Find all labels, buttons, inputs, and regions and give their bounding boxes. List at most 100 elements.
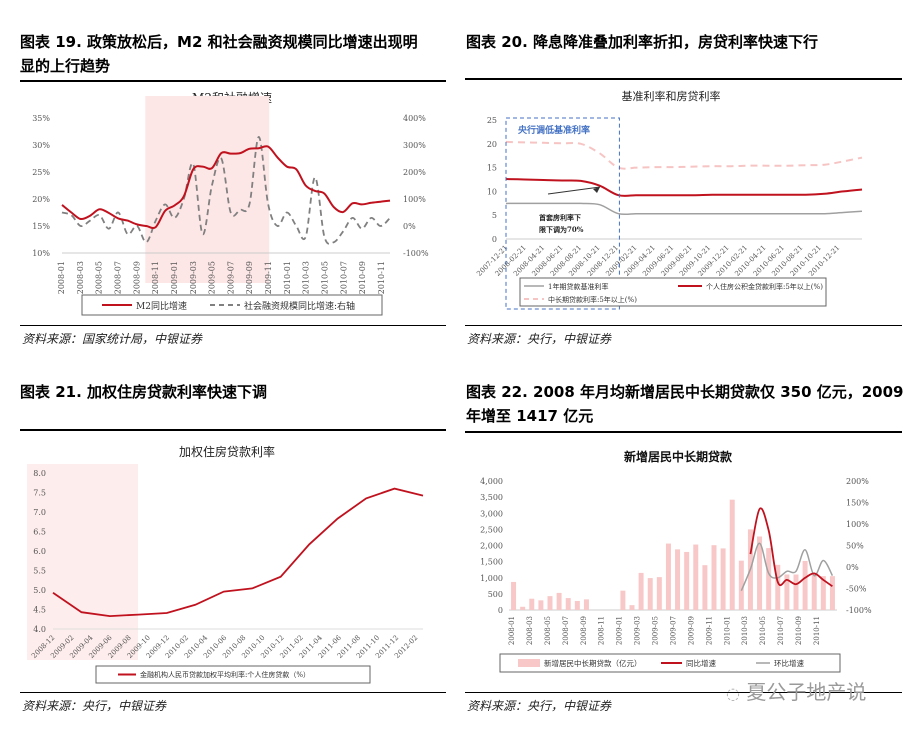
x-tick-label: 2008-07 xyxy=(562,616,570,645)
watermark: ◌ 夏公子地产说 xyxy=(726,676,866,705)
x-tick-label: 2008-11 xyxy=(598,616,606,645)
x-tick-label: 2008-03 xyxy=(76,261,85,294)
x-tick-label: 2008-05 xyxy=(95,261,104,294)
legend-label: 个人住房公积金贷款利率:5年以上(%) xyxy=(706,282,823,291)
figure-20-title-line1: 图表 20. 降息降准叠加利率折扣，房贷利率快速下行 xyxy=(466,33,819,51)
chart-new-household-mlt-loans: 新增居民中长期贷款 4,000 3,500 3,000 2,500 2,000 1,500 1… xyxy=(480,449,872,673)
bar xyxy=(556,592,562,610)
y-tick-label: 50% xyxy=(846,542,864,551)
chart-benchmark-mortgage-rates: 基准利率和房贷利率25201510502007-12-212008-02-212… xyxy=(475,89,863,310)
figure-19-title-line2: 显的上行趋势 xyxy=(20,57,111,75)
watermark-text: 夏公子地产说 xyxy=(746,680,867,704)
figure-22-title-line2: 年增至 1417 亿元 xyxy=(466,407,594,425)
y-tick-label: 2,500 xyxy=(480,525,503,534)
y-tick-label: 20 xyxy=(487,140,497,149)
y-tick-label: 6.0 xyxy=(33,547,46,556)
y-tick-label: 3,000 xyxy=(480,509,503,518)
y-tick-label: 25 xyxy=(487,116,497,125)
series-weighted-mortgage-rate xyxy=(52,487,424,618)
x-tick-label: 2009-03 xyxy=(189,261,198,294)
annotation-rate-cut: 央行调低基准利率 xyxy=(518,124,590,136)
shaded-period xyxy=(145,96,270,283)
figure-22-bottom-rule xyxy=(465,692,902,693)
y-tick-label: 150% xyxy=(846,499,869,508)
legend-swatch-bar xyxy=(518,659,540,667)
y-tick-label: 1,500 xyxy=(480,558,503,567)
y-tick-label: 15% xyxy=(32,222,50,231)
annotation-arrow xyxy=(547,186,601,195)
bar xyxy=(793,574,799,610)
y-tick-label: 4,000 xyxy=(480,477,503,486)
y-tick-label: 6.5 xyxy=(33,528,46,537)
y-tick-label: 300% xyxy=(403,141,426,150)
legend-label: 社会融资规模同比增速:右轴 xyxy=(244,300,355,312)
chart-weighted-mortgage-rate: 加权住房贷款利率8.07.57.06.56.05.55.04.54.02008-… xyxy=(27,444,424,684)
bar xyxy=(775,564,781,610)
y-tick-label: 100% xyxy=(403,195,426,204)
bar xyxy=(547,596,553,610)
figure-22-source: 资料来源：央行，中银证券 xyxy=(467,699,612,713)
bar xyxy=(538,600,544,610)
figure-21-title-line1: 图表 21. 加权住房贷款利率快速下调 xyxy=(20,383,268,401)
x-tick-label: 2009-01 xyxy=(616,616,624,645)
y-tick-label: 5.5 xyxy=(33,567,46,576)
x-tick-label: 2008-09 xyxy=(580,616,588,645)
series-social-financing xyxy=(61,135,391,245)
y-tick-label: 4.0 xyxy=(33,625,46,634)
x-tick-label: 2009-07 xyxy=(226,261,235,294)
y-tick-label: 4.5 xyxy=(33,606,46,615)
bar xyxy=(702,565,708,610)
bar xyxy=(820,576,826,610)
y-tick-label: 0% xyxy=(403,222,416,231)
chart-title: 加权住房贷款利率 xyxy=(179,444,275,459)
x-tick-label: 2010-07 xyxy=(777,616,785,645)
y-tick-label: 7.5 xyxy=(33,489,46,498)
x-tick-label: 2008-09 xyxy=(132,261,141,294)
x-tick-label: 2009-01 xyxy=(170,261,179,294)
y-tick-label: 5.0 xyxy=(33,586,46,595)
y-tick-label: 25% xyxy=(32,168,50,177)
bar xyxy=(574,600,580,610)
y-tick-label: 2,000 xyxy=(480,542,503,551)
bar xyxy=(665,543,671,610)
y-tick-label: 400% xyxy=(403,114,426,123)
figure-21-top-rule xyxy=(20,429,446,431)
chart-title: 基准利率和房贷利率 xyxy=(622,89,721,103)
x-tick-label: 2010-05 xyxy=(759,616,767,645)
bar xyxy=(738,560,744,610)
y-tick-label: 20% xyxy=(32,195,50,204)
x-tick-label: 2009-03 xyxy=(634,616,642,645)
x-tick-label: 2008-01 xyxy=(508,616,516,645)
y-tick-label: 100% xyxy=(846,520,869,529)
y-tick-label: 0% xyxy=(846,563,859,572)
wechat-icon: ◌ xyxy=(726,684,740,703)
figure-22-top-rule xyxy=(465,431,902,433)
bar xyxy=(720,548,726,610)
y-tick-label: 8.0 xyxy=(33,469,46,478)
annotation-first-home-line1: 首套房利率下 xyxy=(539,213,581,222)
series-provident-fund-rate xyxy=(505,178,863,197)
y-tick-label: 3,500 xyxy=(480,493,503,502)
figure-19-source: 资料来源：国家统计局，中银证券 xyxy=(22,332,203,346)
y-tick-label: -100% xyxy=(846,606,872,615)
figure-19-title-line1: 图表 19. 政策放松后，M2 和社会融资规模同比增速出现明 xyxy=(20,33,418,51)
figure-22-title: 图表 22. 2008 年月均新增居民中长期贷款仅 350 亿元，2009 年增… xyxy=(466,380,916,428)
figure-19-top-rule xyxy=(20,80,446,82)
annotation-first-home-line2: 限下调为70% xyxy=(539,225,584,234)
x-tick-label: 2008-03 xyxy=(526,616,534,645)
x-tick-label: 2009-11 xyxy=(705,616,713,645)
y-tick-label: 5 xyxy=(492,211,497,220)
series-yoy-growth xyxy=(749,507,833,588)
figure-19-bottom-rule xyxy=(20,325,446,326)
bar xyxy=(693,544,699,610)
y-tick-label: -100% xyxy=(403,249,429,258)
x-tick-label: 2009-07 xyxy=(669,616,677,645)
x-tick-label: 2008-07 xyxy=(113,261,122,294)
figure-20-bottom-rule xyxy=(465,325,902,326)
x-tick-label: 2010-11 xyxy=(813,616,821,645)
chart-title: 新增居民中长期贷款 xyxy=(624,449,733,464)
x-tick-label: 2009-05 xyxy=(652,616,660,645)
bar xyxy=(766,548,772,610)
x-tick-label: 2010-03 xyxy=(302,261,311,294)
x-tick-label: 2008-01 xyxy=(57,261,66,294)
